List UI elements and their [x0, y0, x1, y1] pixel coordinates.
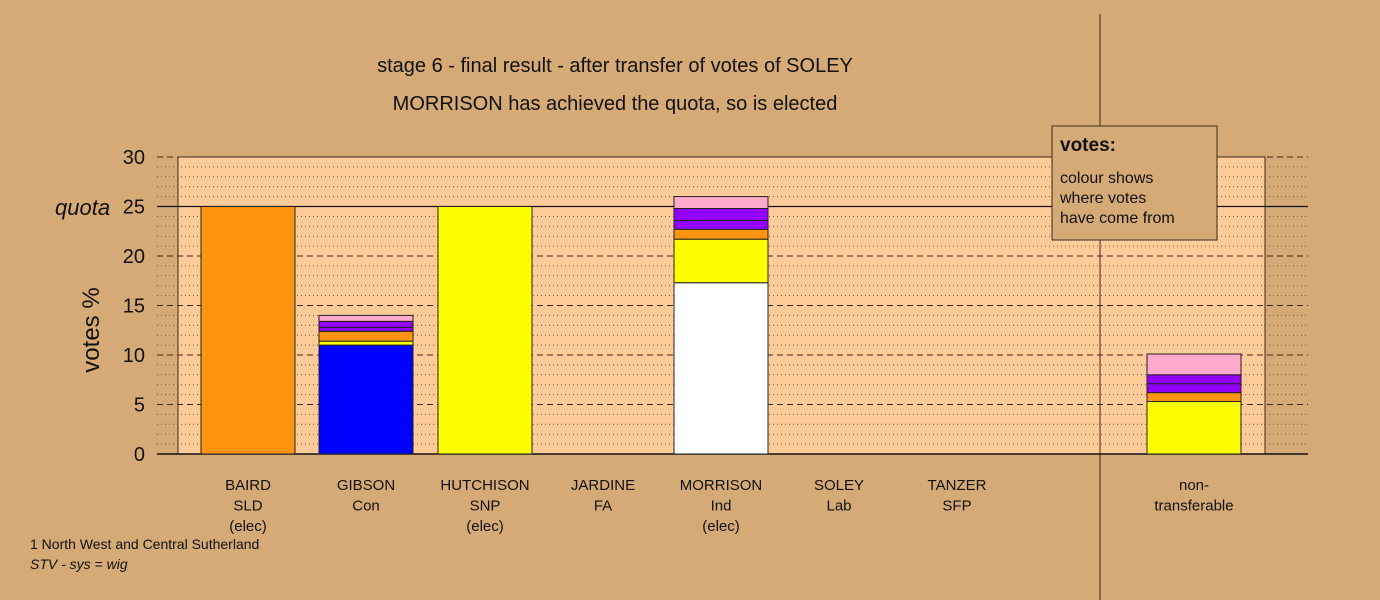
bar-segment	[1146, 401, 1242, 455]
legend-title: votes:	[1060, 135, 1116, 156]
category-label: (elec)	[466, 518, 504, 535]
y-axis-ticks: 0 5 10 15 20 25 30	[123, 147, 145, 466]
category-label: SFP	[942, 498, 971, 515]
category-label: Con	[352, 498, 380, 515]
y-tick-label: 5	[134, 395, 145, 417]
category-label: SLD	[233, 498, 262, 515]
category-label: HUTCHISON	[440, 477, 529, 494]
bar-segment	[318, 314, 414, 322]
category-label: FA	[594, 498, 612, 515]
category-label: GIBSON	[337, 477, 395, 494]
quota-label: quota	[55, 195, 110, 220]
bar-segment	[673, 282, 769, 455]
y-axis-label: votes %	[78, 287, 105, 372]
y-tick-label: 30	[123, 147, 145, 169]
bar-segment	[200, 206, 296, 455]
y-tick-label: 25	[123, 197, 145, 219]
category-label: non-	[1179, 477, 1209, 494]
bar-segment	[1146, 383, 1242, 394]
chart-title: stage 6 - final result - after transfer …	[377, 55, 853, 77]
bar-segment	[1146, 353, 1242, 376]
category-label: (elec)	[702, 518, 740, 535]
system-label: STV - sys = wig	[30, 556, 128, 572]
bar-segment	[437, 206, 533, 455]
category-label: JARDINE	[571, 477, 635, 494]
category-label: (elec)	[229, 518, 267, 535]
category-labels: BAIRD SLD (elec) GIBSON Con HUTCHISON SNP (elec…	[225, 477, 1234, 535]
bar-segment	[673, 228, 769, 240]
bar-segment	[318, 326, 414, 332]
category-label: BAIRD	[225, 477, 271, 494]
category-label: SOLEY	[814, 477, 864, 494]
category-label: Lab	[826, 498, 851, 515]
constituency-label: 1 North West and Central Sutherland	[30, 536, 259, 552]
category-label: SNP	[470, 498, 501, 515]
bar-segment	[1146, 374, 1242, 385]
category-label: Ind	[711, 498, 732, 515]
bar-segment	[673, 238, 769, 284]
legend-line: have come from	[1060, 210, 1175, 227]
y-tick-label: 15	[123, 296, 145, 318]
bar-segment	[318, 320, 414, 328]
bar-segment	[318, 340, 414, 346]
category-label: TANZER	[928, 477, 987, 494]
y-tick-label: 0	[134, 444, 145, 466]
category-label: transferable	[1154, 498, 1233, 515]
category-label: MORRISON	[680, 477, 763, 494]
legend-line: where votes	[1059, 190, 1146, 207]
y-tick-label: 20	[123, 246, 145, 268]
legend-line: colour shows	[1060, 170, 1153, 187]
bar-segment	[1146, 392, 1242, 403]
legend-box: votes: colour shows where votes have com…	[1051, 125, 1218, 241]
bar-segment	[673, 196, 769, 209]
bar-segment	[673, 207, 769, 221]
bar-segment	[318, 344, 414, 455]
chart-subtitle: MORRISON has achieved the quota, so is e…	[393, 93, 838, 115]
y-tick-label: 10	[123, 345, 145, 367]
bar-segment	[318, 330, 414, 342]
bar-stacks	[200, 196, 1242, 455]
bar-segment	[673, 219, 769, 230]
